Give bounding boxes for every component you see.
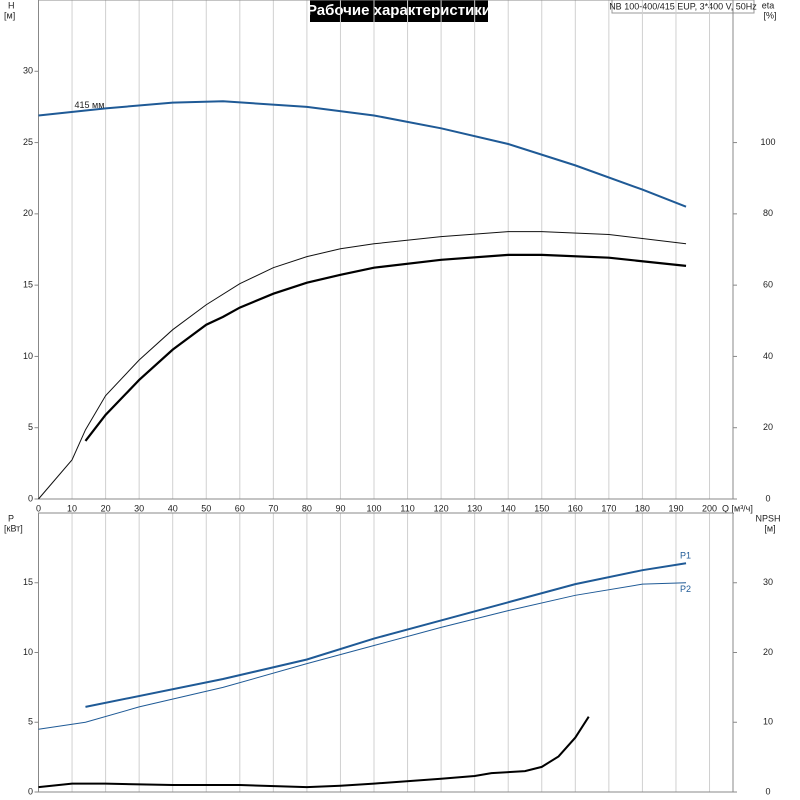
y2-tick-label: 30 [763, 577, 773, 587]
curve [38, 100, 687, 208]
curve [38, 231, 687, 500]
y-tick-label: 10 [23, 647, 33, 657]
title-box [310, 0, 488, 22]
chart-title: Рабочие характеристики [307, 2, 491, 19]
curve-label: 415 мм [75, 100, 105, 110]
x-tick-label: 140 [501, 503, 516, 513]
x-tick-label: 80 [302, 503, 312, 513]
plot-frame [38, 0, 734, 500]
y2-tick-label: 0 [765, 493, 770, 503]
y-tick-label: 0 [28, 493, 33, 503]
y-tick-label: 10 [23, 351, 33, 361]
series-label: P1 [680, 551, 691, 561]
x-tick-label: 190 [668, 503, 683, 513]
y-tick-label: 5 [28, 717, 33, 727]
y2-tick-label: 20 [763, 647, 773, 657]
x-tick-label: 70 [268, 503, 278, 513]
y-tick-label: 5 [28, 422, 33, 432]
y2-axis-label: NPSH [755, 513, 780, 523]
x-tick-label: 160 [568, 503, 583, 513]
y-tick-label: 15 [23, 280, 33, 290]
y2-axis-unit: [м] [764, 523, 775, 533]
y-tick-label: 20 [23, 208, 33, 218]
model-label: NB 100-400/415 EUP, 3*400 V, 50Hz [609, 1, 757, 11]
y2-tick-label: 10 [763, 717, 773, 727]
y2-tick-label: 20 [763, 422, 773, 432]
y-axis-label: P [8, 513, 14, 523]
y2-tick-label: 100 [760, 137, 775, 147]
x-tick-label: 50 [201, 503, 211, 513]
y-axis-label: H [8, 0, 15, 10]
x-tick-label: 20 [101, 503, 111, 513]
x-tick-label: 130 [467, 503, 482, 513]
curve [38, 716, 590, 789]
y2-axis-unit: [%] [763, 10, 776, 20]
x-tick-label: 40 [168, 503, 178, 513]
x-tick-label: 120 [434, 503, 449, 513]
x-tick-label: 110 [400, 503, 414, 513]
y-tick-label: 30 [23, 66, 33, 76]
x-tick-label: 10 [67, 503, 77, 513]
y2-tick-label: 80 [763, 208, 773, 218]
x-tick-label: 100 [366, 503, 381, 513]
x-tick-label: 150 [534, 503, 549, 513]
x-tick-label: 0 [36, 503, 41, 513]
model-box [611, 0, 755, 14]
curve [38, 582, 687, 730]
y-tick-label: 0 [28, 786, 33, 796]
series-label: P2 [680, 584, 691, 594]
y-axis-unit: [кВт] [4, 523, 23, 533]
y-axis-unit: [м] [4, 10, 15, 20]
y-tick-label: 15 [23, 577, 33, 587]
y-tick-label: 25 [23, 137, 33, 147]
x-tick-label: 30 [134, 503, 144, 513]
x-tick-label: 90 [335, 503, 345, 513]
x-axis-label: Q [м³/ч] [722, 503, 753, 513]
curve [85, 562, 687, 708]
x-tick-label: 60 [235, 503, 245, 513]
x-tick-label: 180 [635, 503, 650, 513]
y2-axis-label: eta [762, 0, 775, 10]
y2-tick-label: 40 [763, 351, 773, 361]
y2-tick-label: 60 [763, 280, 773, 290]
curve [84, 253, 687, 442]
x-tick-label: 170 [601, 503, 616, 513]
x-tick-label: 200 [702, 503, 717, 513]
y2-tick-label: 0 [765, 786, 770, 796]
